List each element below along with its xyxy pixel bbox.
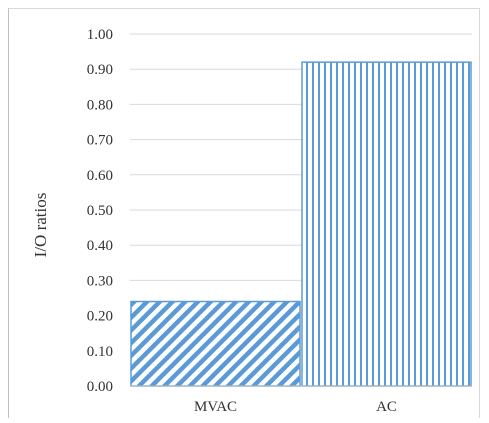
x-tick-label: AC (376, 399, 397, 415)
y-tick-label: 0.00 (87, 379, 113, 395)
bars (130, 61, 472, 387)
y-tick-label: 0.90 (87, 62, 113, 78)
x-tick-label: MVAC (194, 399, 237, 415)
bar-mvac (130, 300, 301, 387)
y-tick-label: 0.20 (87, 309, 113, 325)
y-tick-label: 1.00 (87, 27, 113, 43)
chart-frame (8, 8, 480, 418)
bar-ac (301, 61, 472, 387)
y-tick-label: 0.30 (87, 273, 113, 289)
y-tick-label: 0.70 (87, 133, 113, 149)
y-tick-label: 0.80 (87, 97, 113, 113)
y-tick-label: 0.10 (87, 344, 113, 360)
y-tick-label: 0.50 (87, 203, 113, 219)
tick-labels: 0.00 0.10 0.20 0.30 0.40 0.50 0.60 0.70 0.80 0.90… (87, 27, 397, 415)
y-tick-label: 0.40 (87, 238, 113, 254)
y-axis-title: I/O ratios (31, 193, 50, 258)
y-tick-label: 0.60 (87, 168, 113, 184)
